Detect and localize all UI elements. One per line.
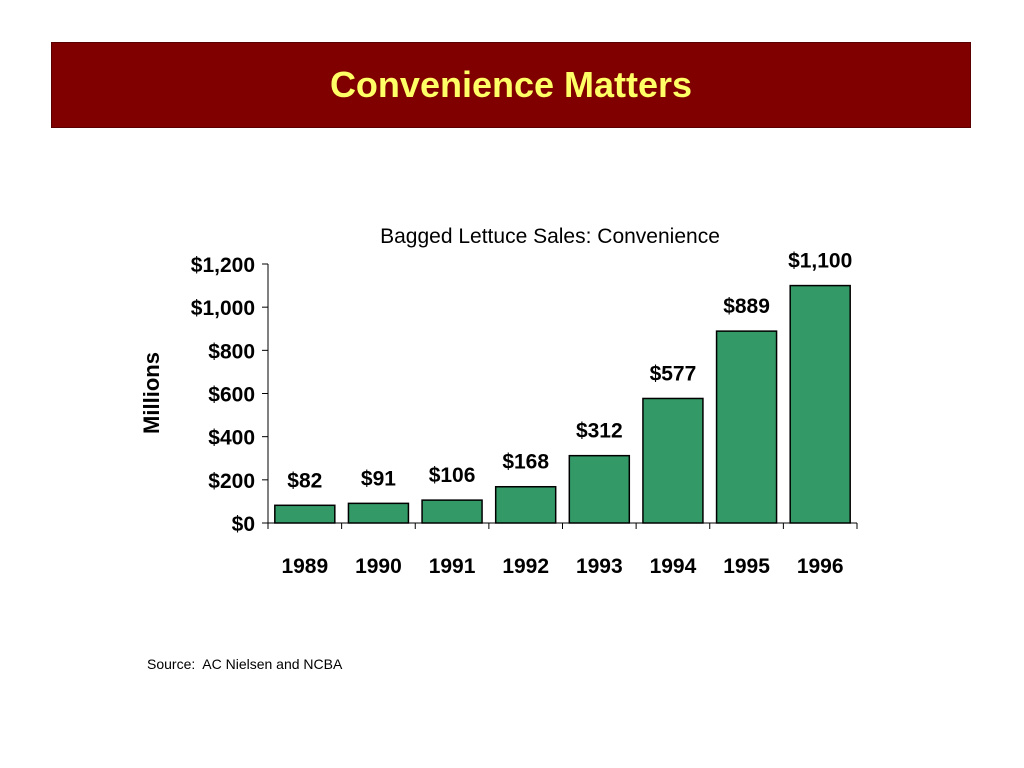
x-tick-label: 1990 xyxy=(355,555,402,578)
bar xyxy=(347,502,410,524)
data-label: $577 xyxy=(650,362,697,385)
slide-title: Convenience Matters xyxy=(329,64,693,105)
data-label: $889 xyxy=(723,295,770,318)
bar xyxy=(494,485,557,524)
x-tick-label: 1993 xyxy=(576,555,623,578)
x-tick-label: 1989 xyxy=(281,555,328,578)
y-tick-label: $0 xyxy=(232,513,255,536)
y-tick-label: $400 xyxy=(208,427,255,450)
bar xyxy=(274,504,336,524)
x-tick-label: 1995 xyxy=(723,555,770,578)
data-label: $91 xyxy=(361,467,396,490)
data-label: $82 xyxy=(287,469,322,492)
y-tick-label: $1,200 xyxy=(191,254,255,277)
bar xyxy=(789,284,851,524)
bar xyxy=(568,454,631,524)
x-tick-label: 1994 xyxy=(650,555,697,578)
y-axis-label: Millions xyxy=(139,352,164,434)
data-label: $106 xyxy=(429,464,476,487)
bar xyxy=(421,499,483,524)
y-tick-label: $800 xyxy=(208,340,255,363)
x-tick-label: 1991 xyxy=(429,555,476,578)
title-bar: Convenience Matters xyxy=(51,42,971,128)
bar xyxy=(642,397,704,524)
data-label: $1,100 xyxy=(788,250,852,273)
bar xyxy=(715,330,778,524)
y-tick-label: $1,000 xyxy=(191,297,255,320)
x-tick-label: 1992 xyxy=(502,555,549,578)
x-tick-label: 1996 xyxy=(797,555,844,578)
data-label: $312 xyxy=(576,420,623,443)
y-tick-label: $600 xyxy=(208,384,255,407)
chart-title: Bagged Lettuce Sales: Convenience xyxy=(380,225,720,248)
data-label: $168 xyxy=(502,451,549,474)
source-note: Source: AC Nielsen and NCBA xyxy=(147,656,343,672)
y-tick-label: $200 xyxy=(208,470,255,493)
